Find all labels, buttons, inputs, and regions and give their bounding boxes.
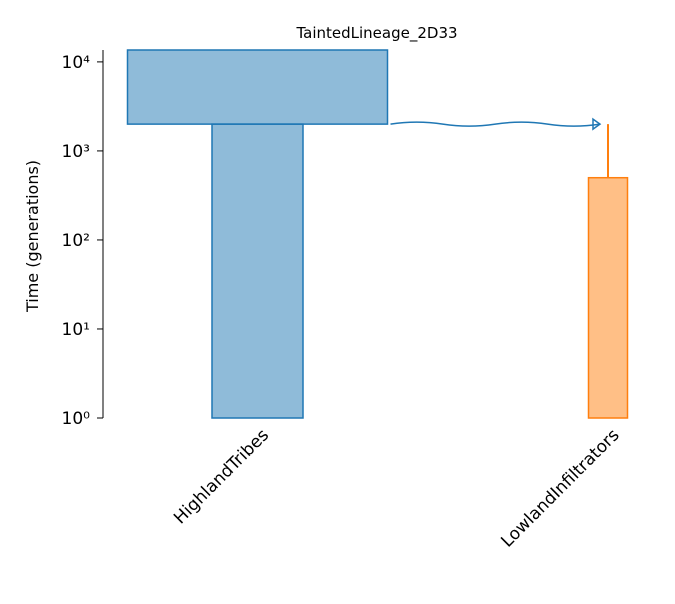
y-tick-label: 10⁴ <box>62 53 91 73</box>
pulse-arrowhead <box>592 117 602 131</box>
x-tick-label: LowlandInfiltrators <box>497 425 623 551</box>
y-tick-label: 10³ <box>62 142 90 162</box>
deme-epoch <box>211 123 304 419</box>
y-tick-label: 10⁰ <box>62 409 91 429</box>
pulse-arrow <box>390 121 601 127</box>
deme-epoch <box>587 176 629 419</box>
deme-epoch <box>126 49 389 125</box>
chart-title: TaintedLineage_2D33 <box>295 24 457 43</box>
y-tick-label: 10¹ <box>62 320 90 340</box>
y-tick-label: 10² <box>62 231 90 251</box>
x-tick-label: HighlandTribes <box>170 425 273 528</box>
y-axis-label: Time (generations) <box>23 160 42 313</box>
